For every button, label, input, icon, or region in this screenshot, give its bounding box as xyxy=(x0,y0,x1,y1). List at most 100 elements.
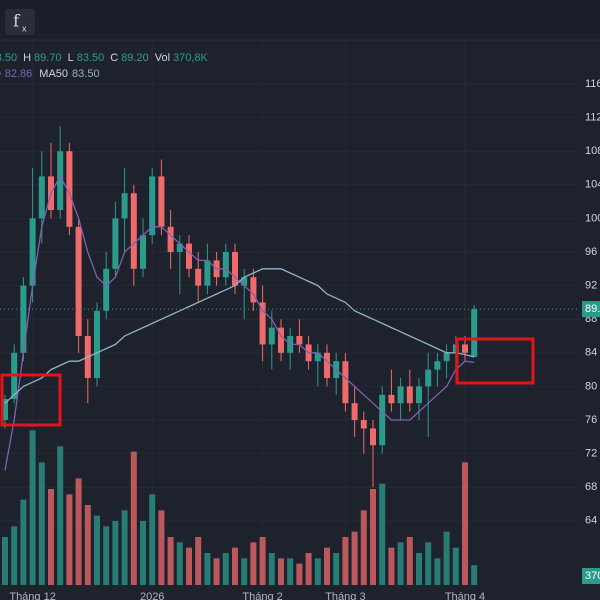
ma-legend-value: 83.50 xyxy=(72,68,100,80)
volume-bar xyxy=(452,547,459,585)
volume-bar xyxy=(222,553,229,585)
legend-key: L xyxy=(68,52,74,64)
candle-body xyxy=(278,327,284,353)
volume-bar xyxy=(158,510,165,585)
fx-icon-sub: x xyxy=(22,23,27,33)
y-tick-label: 112 xyxy=(585,112,600,124)
volume-bar xyxy=(20,499,27,585)
fx-icon: f xyxy=(13,12,21,32)
volume-bar xyxy=(140,521,146,585)
volume-bar xyxy=(195,537,202,585)
y-tick-label: 68 xyxy=(585,481,597,493)
volume-bar xyxy=(29,430,36,585)
candle-body xyxy=(232,252,238,286)
price-tag xyxy=(582,301,600,318)
volume-bar xyxy=(333,553,340,585)
candle-body xyxy=(158,176,165,227)
volume-bar xyxy=(130,451,137,585)
candle-body xyxy=(186,243,192,269)
volume-bar xyxy=(443,531,450,585)
toolbar xyxy=(0,0,600,40)
volume-tag xyxy=(582,568,600,584)
volume-bar xyxy=(112,521,119,585)
volume-bar xyxy=(434,558,441,585)
volume-bar xyxy=(94,515,100,585)
candle-body xyxy=(94,310,100,379)
y-tick-label: 108 xyxy=(585,145,600,157)
candle-body xyxy=(75,226,82,337)
candle-body xyxy=(204,260,211,286)
candle-body xyxy=(351,403,358,421)
x-tick-label: Tháng 4 xyxy=(445,591,485,600)
volume-bar xyxy=(324,547,330,585)
volume-bar xyxy=(66,494,73,585)
volume-bar xyxy=(416,553,422,585)
candle-body xyxy=(121,193,128,219)
volume-bar xyxy=(296,563,303,585)
ma-line xyxy=(4,268,475,404)
volume-bar xyxy=(38,462,45,585)
y-tick-label: 80 xyxy=(585,380,597,392)
volume-bar xyxy=(250,542,257,585)
x-tick-label: 2026 xyxy=(140,591,164,600)
legend-value: 83.50 xyxy=(0,52,17,64)
volume-bar xyxy=(167,537,174,585)
candle-body xyxy=(425,369,432,387)
y-tick-label: 104 xyxy=(585,179,600,191)
volume-tag-label: 370,8K xyxy=(585,570,600,582)
candle-body xyxy=(416,386,422,404)
candle-body xyxy=(296,336,303,345)
volume-bar xyxy=(278,558,284,585)
candle-body xyxy=(222,252,229,278)
legend-key: C xyxy=(110,52,118,64)
volume-bar xyxy=(213,558,220,585)
candle-body xyxy=(20,285,27,353)
volume-bar xyxy=(57,446,64,585)
candle-body xyxy=(342,361,349,404)
y-tick-label: 64 xyxy=(585,515,597,527)
candle-body xyxy=(112,218,119,269)
candle-body xyxy=(103,268,110,311)
legend-key: H xyxy=(23,52,31,64)
candle-body xyxy=(176,243,183,253)
volume-bar xyxy=(462,462,468,585)
x-tick-label: Tháng 12 xyxy=(9,591,55,600)
y-tick-label: 116 xyxy=(585,78,600,90)
candle-body xyxy=(406,386,413,404)
candle-body xyxy=(140,235,146,269)
y-tick-label: 72 xyxy=(585,448,597,460)
volume-bar xyxy=(232,547,238,585)
y-tick-label: 84 xyxy=(585,347,597,359)
legend-value: 370,8K xyxy=(173,52,209,64)
volume-bar xyxy=(314,558,321,585)
volume-bar xyxy=(121,510,128,585)
fx-button[interactable] xyxy=(5,9,35,35)
candle-body xyxy=(241,277,248,286)
candle-body xyxy=(397,386,404,404)
ma-legend-name: MA20 xyxy=(0,68,1,80)
volume-bar xyxy=(259,537,266,585)
y-tick-label: 76 xyxy=(585,414,597,426)
candle-body xyxy=(149,176,156,236)
candle-body xyxy=(57,151,64,211)
volume-bar xyxy=(351,531,358,585)
candle-body xyxy=(443,352,450,362)
volume-bar xyxy=(379,483,386,585)
candle-body xyxy=(471,309,478,358)
legend-value: 89.70 xyxy=(34,52,62,64)
candle-body xyxy=(38,176,45,219)
candle-body xyxy=(167,226,174,253)
volume-bar xyxy=(149,494,156,585)
volume-bar xyxy=(388,547,395,585)
y-tick-label: 92 xyxy=(585,280,597,292)
volume-bar xyxy=(75,478,82,585)
candle-body xyxy=(324,352,330,379)
legend-key: Vol xyxy=(155,52,170,64)
ma-legend-name: MA50 xyxy=(39,68,68,80)
volume-bar xyxy=(406,537,413,585)
volume-bar xyxy=(11,526,18,585)
candle-body xyxy=(29,218,36,286)
volume-bar xyxy=(360,510,367,585)
